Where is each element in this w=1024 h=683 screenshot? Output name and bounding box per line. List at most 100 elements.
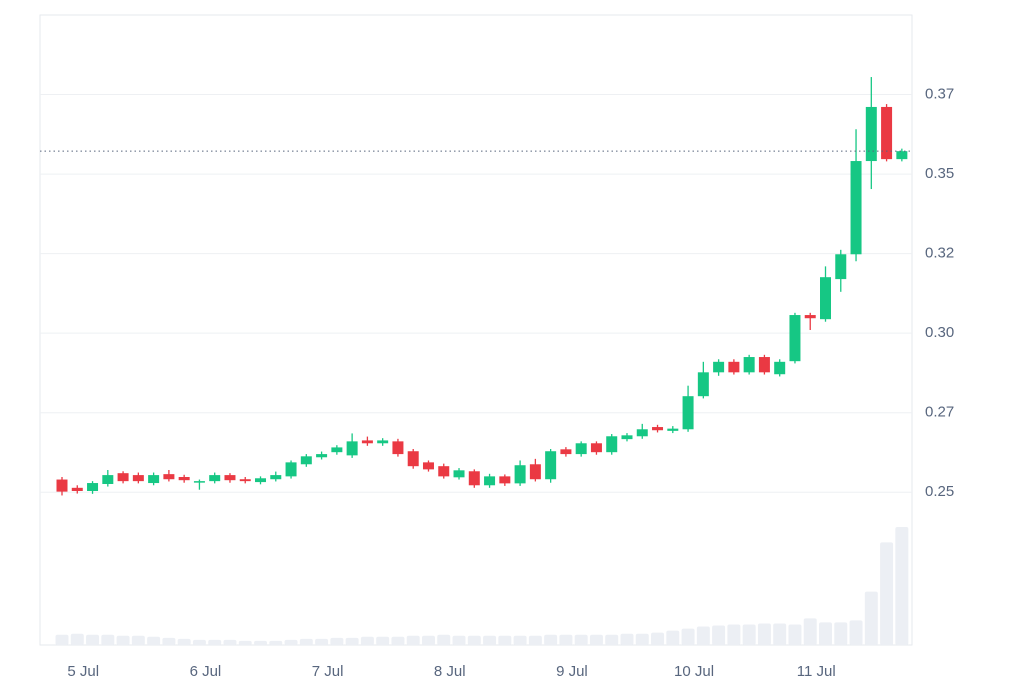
candle-body	[682, 396, 694, 430]
volume-bar	[681, 628, 695, 645]
volume-bar	[131, 635, 145, 645]
plot-frame	[39, 14, 913, 646]
volume-bar	[712, 625, 726, 645]
y-tick-label: 0.37	[925, 86, 954, 103]
candle-body	[422, 462, 434, 470]
volume-bar	[819, 622, 832, 645]
candle-body	[102, 475, 114, 484]
candle-body	[621, 435, 633, 440]
candle-body	[71, 487, 83, 491]
volume-bar	[498, 635, 512, 645]
volume-bar	[651, 632, 665, 645]
candle-body	[209, 475, 221, 482]
candle-body	[789, 315, 801, 362]
volume-bar	[192, 639, 206, 645]
volume-bar	[437, 634, 451, 645]
volume-bar	[727, 624, 741, 645]
volume-bar	[391, 636, 405, 645]
candle-body	[575, 443, 587, 455]
volume-bar	[544, 634, 558, 645]
candle-body	[117, 473, 129, 482]
volume-bar	[666, 630, 680, 645]
volume-bar	[116, 635, 130, 645]
candle-body	[361, 440, 373, 444]
volume-bar	[742, 624, 756, 645]
volume-bar	[86, 634, 100, 645]
volume-bar	[299, 638, 313, 645]
volume-bar	[559, 634, 573, 645]
candle-body	[239, 479, 251, 482]
volume-bar	[803, 618, 817, 645]
volume-bar	[101, 634, 115, 645]
volume-bar	[177, 638, 191, 645]
candle-body	[407, 451, 419, 467]
volume-bar	[376, 636, 390, 645]
volume-bar	[452, 635, 466, 645]
volume-bar	[757, 623, 771, 645]
volume-bar	[315, 638, 329, 645]
volume-bar	[406, 635, 420, 645]
candle-body	[850, 161, 862, 255]
candle-body	[743, 357, 755, 373]
x-tick-label: 5 Jul	[67, 663, 99, 680]
candle-body	[87, 483, 99, 491]
candle-body	[667, 428, 679, 431]
candle-body	[132, 475, 144, 482]
volume-bar	[254, 640, 268, 645]
candle-body	[453, 470, 465, 478]
candle-body	[316, 454, 328, 458]
volume-bar	[635, 633, 649, 645]
volume-bar	[849, 620, 863, 645]
volume-bar	[880, 542, 894, 645]
volume-bar	[483, 635, 497, 645]
x-tick-label: 6 Jul	[190, 663, 222, 680]
volume-bar	[330, 637, 344, 645]
candle-body	[392, 441, 404, 455]
volume-bar	[696, 626, 710, 645]
y-tick-label: 0.25	[925, 483, 954, 500]
candle-body	[881, 106, 893, 160]
x-tick-label: 9 Jul	[556, 663, 588, 680]
candle-body	[331, 447, 343, 453]
candle-body	[529, 464, 541, 480]
candle-body	[820, 277, 831, 320]
candle-body	[377, 440, 389, 444]
candle-body	[300, 456, 312, 465]
candle-body	[652, 427, 664, 431]
volume-bar	[269, 640, 283, 645]
candle-body	[468, 471, 480, 486]
volume-bar	[147, 636, 161, 645]
volume-bar	[162, 637, 176, 645]
candle-body	[896, 151, 908, 160]
candle-body	[346, 441, 358, 456]
volume-bar	[360, 636, 374, 645]
volume-bar	[238, 640, 252, 645]
y-tick-label: 0.30	[925, 324, 954, 341]
candle-body	[484, 476, 496, 486]
candle-body	[499, 476, 511, 484]
candle-body	[178, 477, 190, 481]
volume-bar	[834, 622, 848, 645]
volume-bar	[788, 624, 802, 645]
volume-bar	[773, 623, 787, 645]
volume-bar	[864, 591, 878, 645]
volume-bar	[589, 634, 603, 645]
candle-body	[514, 465, 526, 484]
volume-bar	[208, 639, 222, 645]
volume-bar	[528, 635, 542, 645]
x-tick-label: 11 Jul	[797, 663, 836, 680]
volume-bar	[70, 633, 84, 645]
y-tick-label: 0.35	[925, 165, 954, 182]
volume-bar	[284, 639, 298, 645]
candle-body	[224, 475, 236, 481]
y-tick-label: 0.32	[925, 245, 954, 262]
candle-body	[438, 466, 450, 477]
volume-bar	[345, 637, 359, 645]
candle-body	[728, 361, 740, 373]
x-tick-label: 7 Jul	[312, 663, 344, 680]
candle-body	[804, 315, 816, 319]
volume-bar	[513, 635, 527, 645]
candle-body	[636, 429, 648, 437]
candle-body	[835, 254, 847, 280]
